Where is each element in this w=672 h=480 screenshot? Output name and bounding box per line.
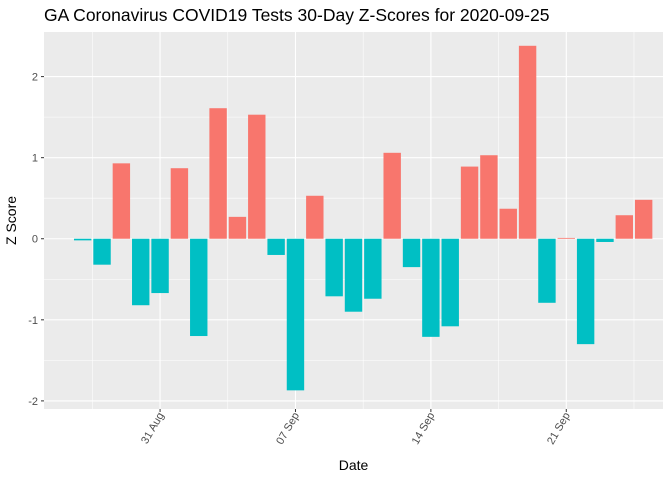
y-tick-label: 2 — [32, 72, 38, 84]
bar — [112, 163, 131, 239]
bar — [518, 45, 537, 239]
bar — [73, 238, 92, 241]
bar — [441, 238, 459, 327]
y-tick-label: 1 — [32, 153, 38, 165]
bar — [209, 108, 227, 239]
bar — [383, 152, 401, 239]
bar — [576, 238, 595, 345]
bar — [170, 168, 189, 239]
y-tick-label: -1 — [28, 315, 38, 327]
bar — [344, 238, 363, 312]
x-axis: 31 Aug 07 Sep 14 Sep 21 Sep — [139, 409, 573, 447]
y-tick-label: -2 — [28, 396, 38, 408]
bar — [615, 215, 634, 239]
bar — [228, 216, 247, 239]
x-tick-label: 31 Aug — [139, 411, 167, 447]
bar — [634, 199, 653, 239]
y-axis-title: Z Score — [3, 196, 19, 245]
bar — [422, 238, 440, 337]
bar — [286, 238, 305, 391]
bar — [190, 238, 208, 337]
bar — [364, 238, 382, 299]
bar — [460, 166, 479, 239]
bar — [325, 238, 343, 297]
x-tick-label: 21 Sep — [545, 411, 573, 447]
x-axis-title: Date — [339, 457, 369, 473]
bar — [538, 238, 556, 303]
bar — [596, 238, 614, 242]
x-tick-label: 14 Sep — [410, 411, 438, 447]
bar — [402, 238, 421, 268]
bar — [499, 208, 517, 239]
bars — [73, 45, 653, 391]
bar — [306, 195, 324, 239]
bar — [248, 114, 266, 239]
bar — [93, 238, 111, 265]
chart-title: GA Coronavirus COVID19 Tests 30-Day Z-Sc… — [44, 5, 550, 25]
bar — [132, 238, 150, 306]
y-axis: -2 -1 0 1 2 — [28, 72, 44, 408]
bar — [480, 155, 498, 239]
bar — [557, 237, 575, 239]
plot-panel — [44, 32, 663, 409]
x-tick-label: 07 Sep — [274, 411, 302, 447]
y-tick-label: 0 — [32, 234, 38, 246]
bar — [151, 238, 169, 294]
bar — [267, 238, 285, 255]
